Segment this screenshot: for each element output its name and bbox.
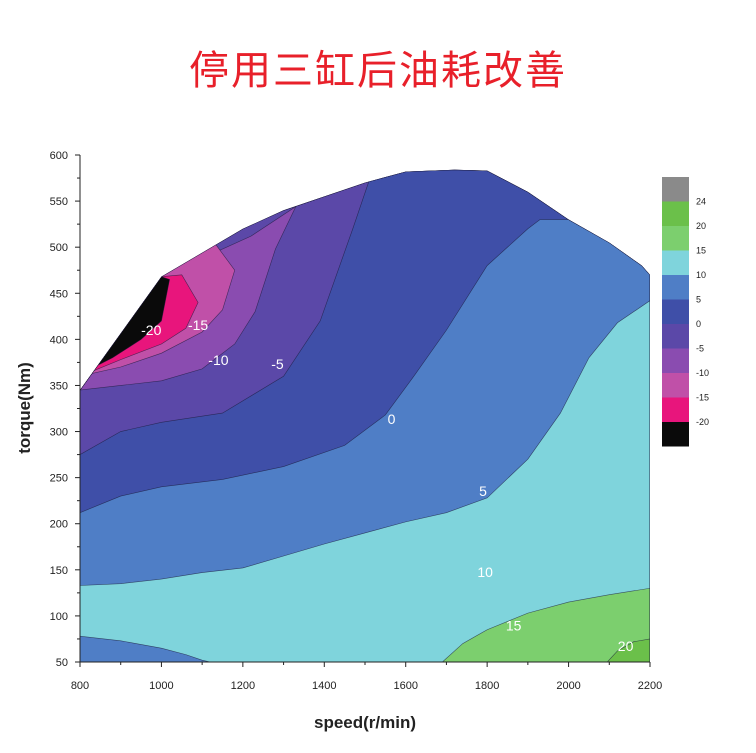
- y-axis-title: torque(Nm): [15, 362, 34, 454]
- y-tick-label: 500: [50, 242, 68, 254]
- x-tick-label: 2000: [556, 680, 580, 692]
- y-tick-label: 450: [50, 288, 68, 300]
- x-axis-title: speed(r/min): [314, 713, 416, 732]
- legend-swatch: [662, 226, 689, 251]
- contour-label: -15: [188, 317, 208, 333]
- legend-swatch: [662, 348, 689, 373]
- legend-label: -5: [696, 344, 704, 354]
- y-tick-label: 200: [50, 519, 68, 531]
- y-tick-label: 600: [50, 150, 68, 162]
- legend-label: 5: [696, 295, 701, 305]
- x-tick-label: 1800: [475, 680, 499, 692]
- x-tick-label: 1600: [393, 680, 417, 692]
- contour-label: 0: [388, 411, 396, 427]
- y-tick-label: 400: [50, 334, 68, 346]
- contour-label: 15: [506, 618, 522, 634]
- legend-swatch: [662, 422, 689, 447]
- contour-regions: [80, 169, 650, 662]
- contour-labels: -20 -15 -10 -5 0 5 10 15 20: [141, 317, 633, 654]
- contour-region-7: [80, 300, 650, 662]
- legend-swatch: [662, 299, 689, 324]
- contour-label: -20: [141, 322, 161, 338]
- legend-label: 10: [696, 270, 706, 280]
- legend-label: 0: [696, 319, 701, 329]
- legend-label: 15: [696, 246, 706, 256]
- legend: 24 20 15 10 5 0 -5 -10 -15 -20: [662, 177, 709, 447]
- legend-swatch: [662, 397, 689, 422]
- y-tick-label: 300: [50, 427, 68, 439]
- contour-label: 5: [479, 483, 487, 499]
- contour-region-10: [606, 638, 650, 662]
- x-tick-label: 1400: [312, 680, 336, 692]
- contour-label: -5: [271, 356, 284, 372]
- legend-label: 20: [696, 221, 706, 231]
- y-tick-label: 50: [56, 657, 68, 669]
- chart-title: 停用三缸后油耗改善: [189, 48, 567, 94]
- axes: 800 1000 1200 1400 1600 1800 2000 2200501001502…: [50, 150, 663, 692]
- legend-label: -20: [696, 417, 709, 427]
- legend-swatch: [662, 201, 689, 226]
- legend-swatch: [662, 177, 689, 202]
- x-tick-label: 1000: [149, 680, 173, 692]
- contour-label: 10: [477, 564, 493, 580]
- legend-swatch: [662, 250, 689, 275]
- legend-swatch: [662, 324, 689, 349]
- x-tick-label: 800: [71, 680, 89, 692]
- y-tick-label: 350: [50, 380, 68, 392]
- y-tick-label: 150: [50, 565, 68, 577]
- legend-label: -15: [696, 393, 709, 403]
- legend-swatch: [662, 275, 689, 300]
- contour-region-8: [441, 587, 650, 662]
- x-tick-label: 1200: [231, 680, 255, 692]
- y-tick-label: 250: [50, 473, 68, 485]
- legend-label: -10: [696, 368, 709, 378]
- x-tick-label: 2200: [638, 680, 662, 692]
- y-tick-label: 550: [50, 196, 68, 208]
- contour-label: -10: [208, 352, 228, 368]
- legend-swatch: [662, 373, 689, 398]
- contour-label: 20: [618, 638, 634, 654]
- legend-label: 24: [696, 197, 706, 207]
- y-tick-label: 100: [50, 611, 68, 623]
